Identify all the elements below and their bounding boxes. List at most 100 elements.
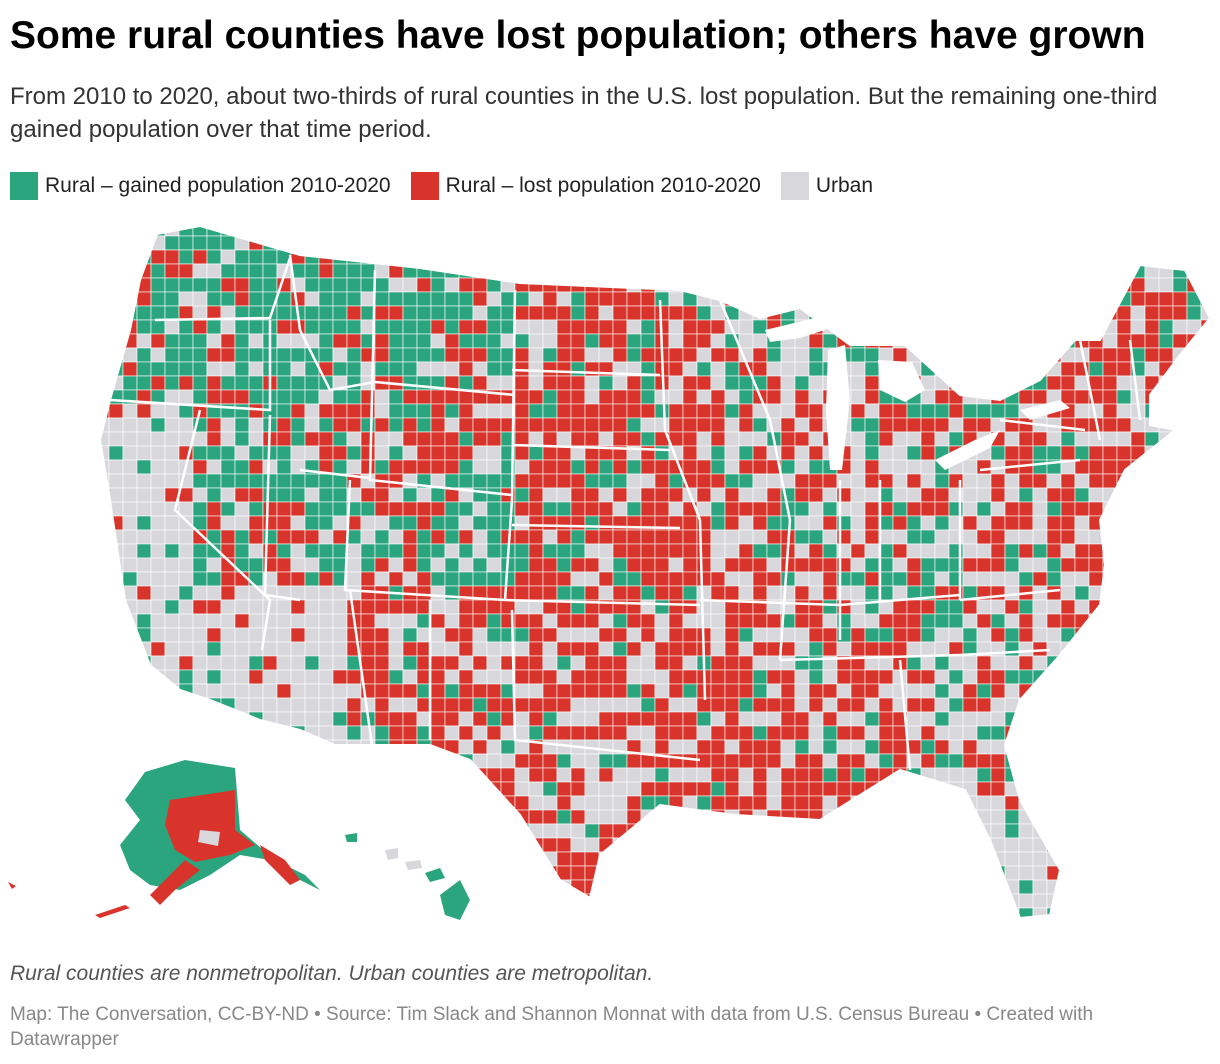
county-cell [542, 879, 558, 895]
county-cell [276, 739, 292, 755]
county-cell [976, 226, 992, 237]
county-cell [276, 361, 292, 377]
county-cell [1172, 795, 1188, 811]
county-cell [990, 893, 1006, 909]
county-cell [290, 809, 306, 825]
county-cell [1088, 739, 1104, 755]
county-cell [207, 922, 221, 936]
county-cell [668, 319, 684, 335]
county-cell [1088, 655, 1104, 671]
county-cell [584, 529, 600, 545]
county-cell [290, 235, 306, 251]
county-cell [388, 417, 404, 433]
county-cell [598, 347, 614, 363]
county-cell [290, 501, 306, 517]
county-cell [668, 403, 684, 419]
county-cell [696, 347, 712, 363]
county-cell [528, 235, 544, 251]
county-cell [1018, 473, 1034, 489]
county-cell [486, 725, 502, 741]
county-cell [360, 879, 376, 895]
county-cell [640, 669, 656, 685]
county-cell [374, 431, 390, 447]
county-cell [95, 936, 109, 942]
county-cell [1018, 893, 1034, 909]
county-cell [472, 375, 488, 391]
county-cell [486, 501, 502, 517]
county-cell [1200, 753, 1210, 769]
county-cell [696, 781, 712, 797]
county-cell [109, 936, 123, 942]
county-cell [738, 627, 754, 643]
county-cell [304, 403, 320, 419]
county-cell [388, 557, 404, 573]
county-cell [808, 851, 824, 867]
county-cell [528, 683, 544, 699]
county-cell [458, 697, 474, 713]
county-cell [276, 697, 292, 713]
county-cell [1004, 487, 1020, 503]
county-cell [444, 697, 460, 713]
county-cell [290, 767, 306, 783]
county-cell [948, 347, 964, 363]
county-cell [780, 263, 796, 279]
county-cell [444, 641, 460, 657]
county-cell [1060, 375, 1076, 391]
county-cell [640, 417, 656, 433]
county-cell [1018, 599, 1034, 615]
county-cell [1158, 851, 1174, 867]
county-cell [318, 403, 334, 419]
county-cell [626, 487, 642, 503]
county-cell [710, 599, 726, 615]
county-cell [570, 473, 586, 489]
county-cell [724, 249, 740, 265]
county-cell [178, 627, 194, 643]
county-cell [822, 893, 838, 909]
county-cell [1144, 501, 1160, 517]
county-cell [318, 697, 334, 713]
county-cell [710, 333, 726, 349]
county-cell [1075, 922, 1089, 936]
county-cell [878, 459, 894, 475]
county-cell [472, 851, 488, 867]
county-cell [388, 291, 404, 307]
county-cell [304, 697, 320, 713]
county-cell [990, 557, 1006, 573]
county-cell [388, 445, 404, 461]
county-cell [1172, 235, 1188, 251]
county-cell [1158, 809, 1174, 825]
county-cell [514, 795, 530, 811]
county-cell [1116, 501, 1132, 517]
county-cell [654, 809, 670, 825]
county-cell [444, 613, 460, 629]
county-cell [822, 277, 838, 293]
county-cell [1018, 627, 1034, 643]
county-cell [794, 893, 810, 909]
county-cell [136, 711, 152, 727]
county-cell [557, 936, 571, 942]
county-cell [150, 361, 166, 377]
county-cell [472, 641, 488, 657]
county-cell [1103, 922, 1117, 936]
county-cell [668, 263, 684, 279]
county-cell [220, 501, 236, 517]
county-cell [696, 557, 712, 573]
county-cell [822, 501, 838, 517]
county-cell [178, 235, 194, 251]
county-cell [486, 305, 502, 321]
county-cell [556, 529, 572, 545]
county-cell [248, 683, 264, 699]
county-cell [458, 226, 474, 237]
county-cell [962, 515, 978, 531]
county-cell [1200, 655, 1210, 671]
county-cell [696, 739, 712, 755]
county-cell [1018, 907, 1034, 918]
county-cell [1186, 725, 1202, 741]
county-cell [108, 473, 124, 489]
county-cell [668, 809, 684, 825]
county-cell [514, 683, 530, 699]
county-cell [500, 249, 516, 265]
county-cell [136, 893, 152, 909]
county-cell [164, 389, 180, 405]
county-cell [556, 459, 572, 475]
